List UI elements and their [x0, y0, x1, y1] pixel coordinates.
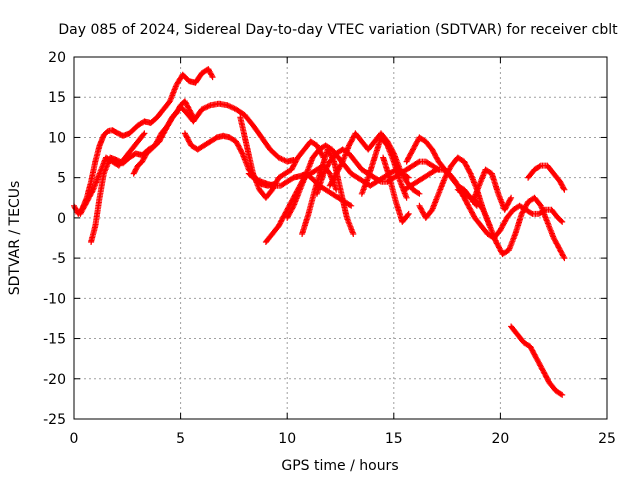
x-tick-label: 5	[176, 431, 185, 447]
series-arc-02	[77, 130, 148, 217]
y-tick-label: 15	[48, 90, 66, 106]
series-marks	[77, 130, 148, 217]
series-arc-18	[454, 186, 568, 262]
x-axis-label: GPS time / hours	[281, 458, 398, 474]
series-arc-21	[508, 323, 566, 398]
y-tick-label: 0	[57, 211, 66, 227]
series-arc-03	[88, 100, 297, 245]
y-tick-label: -20	[43, 372, 66, 388]
x-tick-label: 0	[70, 431, 79, 447]
series-marks	[88, 100, 297, 245]
y-tick-label: 5	[57, 171, 66, 187]
series-marks	[469, 166, 515, 213]
x-tick-label: 20	[491, 431, 509, 447]
x-tick-label: 15	[385, 431, 403, 447]
y-axis-label: SDTVAR / TECUs	[7, 181, 23, 296]
series-marks	[454, 186, 568, 262]
plot-frame	[73, 56, 608, 420]
x-tick-label: 10	[278, 431, 296, 447]
series-marks	[380, 154, 412, 225]
y-tick-label: -10	[43, 291, 66, 307]
x-tick-label: 25	[598, 431, 616, 447]
axis-ticks: 0 5 10 15 20 25 -25 -20 -15 -10 -5 0 5 10 15 20	[43, 50, 616, 447]
series-arc-14	[380, 154, 412, 225]
series-arc-11	[314, 146, 442, 197]
series-arc-19	[469, 166, 515, 213]
series-arc-20	[525, 162, 568, 193]
chart-title: Day 085 of 2024, Sidereal Day-to-day VTE…	[58, 22, 618, 38]
y-tick-label: -5	[52, 251, 66, 267]
series-arc-13	[358, 134, 410, 201]
y-tick-label: -25	[43, 412, 66, 428]
data-marks	[71, 66, 568, 398]
y-tick-label: -15	[43, 332, 66, 348]
series-marks	[508, 323, 566, 398]
series-arc-04	[130, 98, 197, 177]
y-tick-label: 10	[48, 130, 66, 146]
series-marks	[314, 146, 442, 197]
series-marks	[525, 162, 568, 193]
series-marks	[358, 134, 410, 201]
series-marks	[130, 98, 197, 177]
grid-lines	[74, 57, 607, 419]
y-tick-label: 20	[48, 50, 66, 66]
